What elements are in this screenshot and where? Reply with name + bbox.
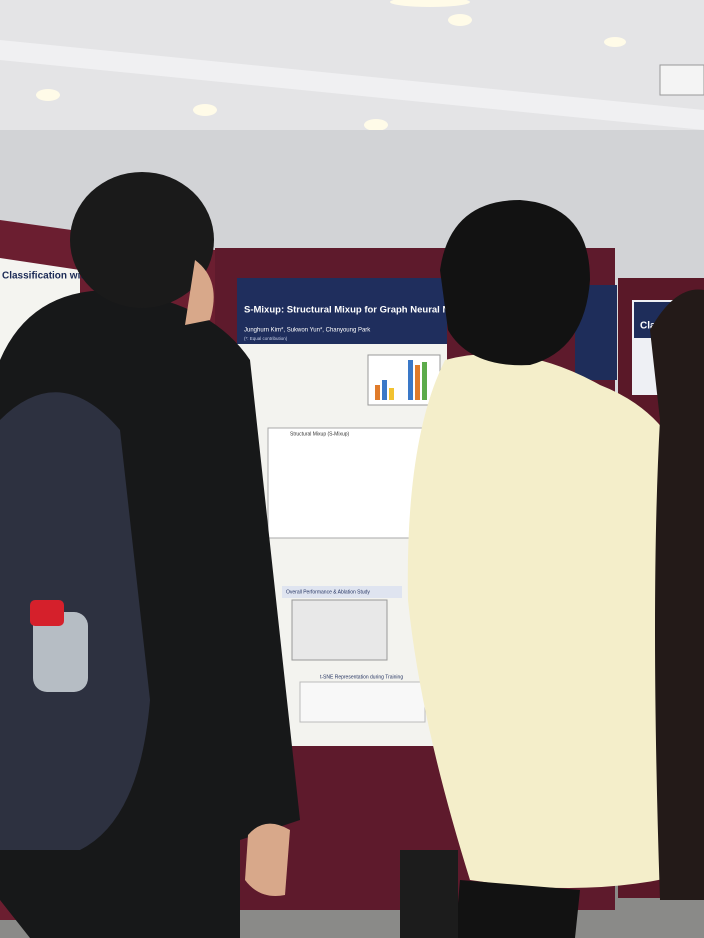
left-poster-title: Classification with S bbox=[2, 271, 100, 282]
person-right-pants bbox=[455, 880, 580, 938]
poster-table bbox=[291, 599, 388, 661]
poster-section: Structural Mixup (S-Mixup) bbox=[290, 431, 350, 437]
poster-section-header bbox=[282, 586, 402, 598]
poster-section: Overall Performance & Ablation Study bbox=[286, 589, 370, 595]
projector bbox=[659, 64, 704, 96]
person-left-hand bbox=[245, 823, 290, 896]
person-right-shirt bbox=[407, 353, 700, 888]
main-poster-header bbox=[237, 278, 447, 344]
person-far-right bbox=[650, 289, 704, 900]
person-right-head bbox=[440, 200, 590, 366]
poster-section: t-SNE Representation during Training bbox=[320, 674, 403, 680]
ceiling-beam bbox=[0, 40, 704, 130]
bag bbox=[400, 850, 458, 938]
bottle-cap bbox=[30, 600, 64, 626]
water-bottle bbox=[33, 612, 88, 692]
person-left-head bbox=[70, 172, 214, 308]
poster-charts bbox=[367, 354, 441, 406]
main-poster-authors: Junghurn Kim*, Sukwon Yun*, Chanyoung Pa… bbox=[244, 328, 371, 334]
main-poster-title: S-Mixup: Structural Mixup for Graph Neur… bbox=[244, 305, 455, 316]
person-left-ear bbox=[185, 260, 214, 325]
main-poster-note: (*: Equal contribution) bbox=[244, 336, 288, 341]
poster-tsne bbox=[299, 681, 426, 723]
